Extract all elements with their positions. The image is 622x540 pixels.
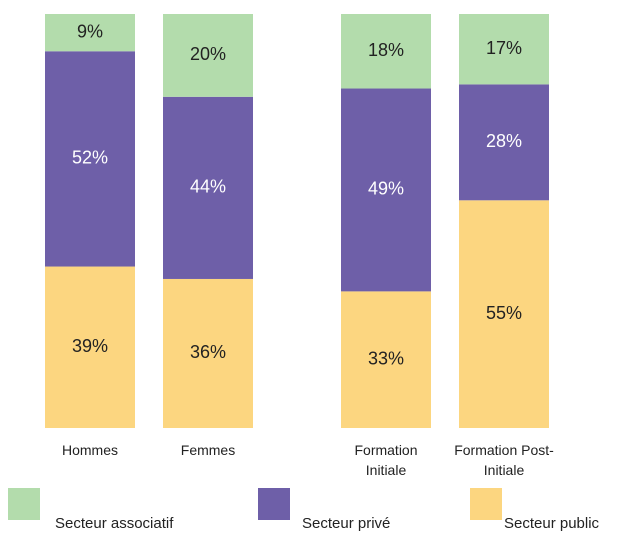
value-label: 52% — [72, 148, 108, 168]
value-label: 49% — [368, 179, 404, 199]
value-label: 33% — [368, 348, 404, 368]
bar-segment — [459, 200, 549, 428]
category-label: Hommes — [61, 442, 118, 458]
bar-segment — [341, 291, 431, 428]
bar-segment — [45, 51, 135, 267]
bar-segment — [163, 96, 253, 279]
legend-label: Secteur associatif — [55, 515, 174, 532]
legend-swatch — [8, 488, 40, 520]
bar-segment — [459, 14, 549, 85]
legend-swatch — [470, 488, 502, 520]
bar-segment — [163, 278, 253, 428]
value-label: 9% — [77, 21, 103, 41]
value-label: 36% — [190, 342, 226, 362]
value-label: 39% — [72, 336, 108, 356]
bar-segment — [459, 84, 549, 201]
value-label: 18% — [368, 40, 404, 60]
legend-label: Secteur public — [504, 515, 600, 532]
bar-segment — [341, 88, 431, 292]
category-label: Formation Initiale — [354, 442, 418, 478]
bar-segment — [45, 14, 135, 52]
value-label: 55% — [486, 303, 522, 323]
bar-segment — [163, 14, 253, 97]
value-label: 20% — [190, 44, 226, 64]
legend-label: Secteur privé — [302, 515, 390, 532]
value-label: 28% — [486, 131, 522, 151]
bar-segment — [341, 14, 431, 89]
value-label: 17% — [486, 38, 522, 58]
category-label: Femmes — [180, 442, 236, 458]
category-label: Formation Post-Initiale — [454, 442, 554, 478]
bar-segment — [45, 266, 135, 428]
value-label: 44% — [190, 177, 226, 197]
legend-swatch — [258, 488, 290, 520]
